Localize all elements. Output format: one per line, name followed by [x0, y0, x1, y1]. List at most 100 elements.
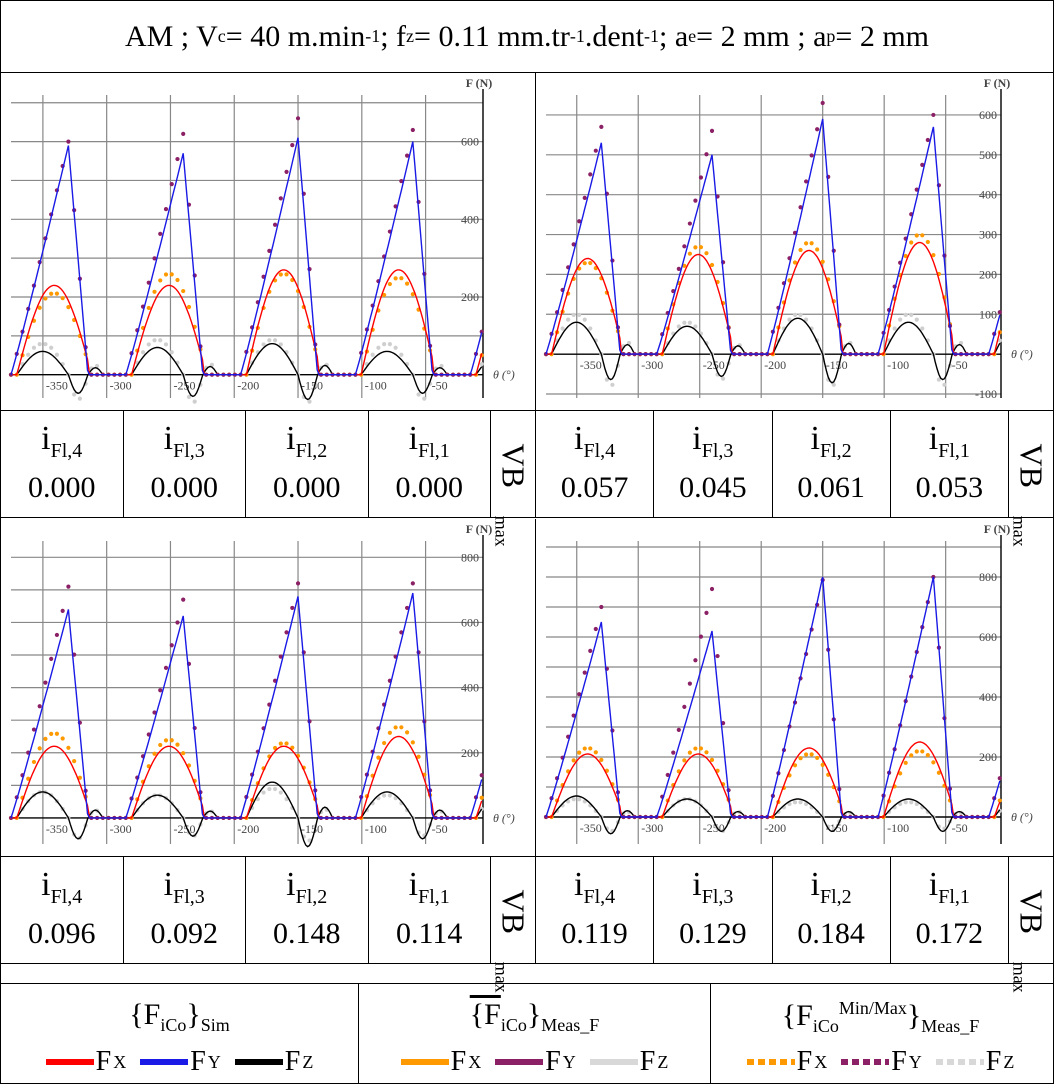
data-point	[925, 239, 930, 245]
flank-name: iFl,3	[654, 865, 771, 917]
data-point	[914, 749, 919, 754]
legend-title: {FiCoMin/Max}Meas_F	[781, 998, 980, 1036]
vb-cell-2: iFl,3 0.092	[124, 857, 246, 963]
data-point	[577, 692, 582, 697]
flank-name: iFl,1	[369, 419, 491, 471]
flank-name: iFl,2	[773, 865, 890, 917]
data-point	[479, 361, 484, 367]
data-point	[393, 725, 398, 730]
data-point	[909, 240, 914, 245]
data-point	[290, 143, 295, 148]
x-tick-label: -300	[110, 822, 132, 836]
data-point	[31, 727, 37, 732]
flank-name: iFl,3	[124, 865, 246, 917]
data-point	[382, 740, 387, 746]
y-tick-label: 200	[979, 750, 997, 764]
data-point	[54, 352, 60, 357]
x-tick-label: -50	[952, 358, 968, 372]
flank-sub: Fl,1	[938, 885, 970, 908]
data-point	[370, 352, 375, 357]
data-point	[175, 156, 180, 162]
chart-panel-2: -100 100 200 300 400 500 600 -350 -300 -250 -200 -1…	[536, 73, 1053, 547]
data-point	[803, 317, 809, 322]
data-point	[820, 100, 825, 106]
data-point	[931, 760, 936, 765]
data-point	[914, 233, 919, 238]
data-point	[709, 757, 715, 762]
x-tick-label: -250	[173, 822, 195, 836]
data-point	[26, 776, 31, 781]
flank-sub: Fl,2	[295, 885, 328, 908]
chart-panel-1: 200 400 600 -350 -300 -250 -200 -150 -100 -50 F (N…	[1, 73, 536, 547]
data-point	[909, 312, 914, 317]
vb-table: iFl,4 0.057 iFl,3 0.045 iFl,2 0.061 iFl,1 0.053…	[536, 410, 1053, 547]
flank-name: iFl,4	[1, 419, 123, 471]
data-point	[169, 643, 174, 648]
data-point	[577, 219, 582, 224]
data-point	[479, 795, 484, 800]
x-tick-label: -250	[703, 821, 725, 835]
flank-main: i	[810, 420, 820, 457]
data-point	[382, 341, 387, 347]
data-point	[704, 152, 709, 157]
data-point	[604, 377, 609, 382]
data-point	[792, 260, 798, 265]
y-tick-label: 300	[979, 228, 997, 242]
y-tick-label: 600	[979, 108, 997, 122]
data-point	[267, 338, 272, 343]
data-point	[709, 586, 715, 592]
data-point	[582, 195, 587, 200]
data-point	[693, 198, 698, 203]
data-point	[399, 276, 404, 281]
x-tick-label: -150	[826, 358, 848, 372]
legend: {FiCo}Sim F X F Y F Z {FiCo}Meas_F F X F Y F Z {FiCoMi…	[1, 983, 1053, 1084]
vb-cell-3: iFl,2 0.184	[773, 857, 891, 963]
data-point	[903, 253, 908, 259]
vb-cell-2: iFl,3 0.129	[654, 857, 773, 963]
x-tick-label: -200	[764, 358, 786, 372]
data-point	[709, 128, 715, 133]
data-point	[698, 746, 704, 751]
x-tick-label: -100	[887, 821, 909, 835]
flank-main: i	[574, 420, 584, 457]
data-point	[599, 604, 604, 610]
data-point	[181, 751, 186, 756]
fy-sim-line	[545, 118, 1001, 355]
data-point	[158, 688, 163, 693]
data-point	[682, 244, 687, 249]
data-point	[399, 725, 404, 730]
data-point	[798, 756, 803, 761]
flank-name: iFl,2	[246, 419, 368, 471]
data-point	[792, 800, 798, 805]
vb-value: 0.096	[28, 916, 96, 950]
data-point	[404, 730, 410, 735]
flank-sub: Fl,2	[820, 885, 852, 908]
data-point	[37, 305, 42, 310]
y-tick-label: 200	[461, 746, 479, 760]
data-point	[820, 762, 825, 767]
x-tick-label: -250	[173, 379, 195, 393]
data-point	[588, 648, 593, 653]
vb-main: VB	[1013, 443, 1050, 488]
data-point	[49, 291, 54, 296]
data-point	[698, 634, 704, 639]
x-tick-label: -350	[580, 358, 602, 372]
data-point	[787, 317, 792, 322]
data-point	[909, 753, 914, 758]
data-point	[931, 253, 936, 258]
x-axis-label: θ (°)	[493, 368, 515, 382]
x-tick-label: -50	[432, 822, 448, 836]
data-point	[925, 137, 930, 143]
flank-main: i	[41, 866, 51, 903]
flank-name: iFl,4	[536, 419, 653, 471]
data-point	[704, 610, 709, 615]
data-point	[920, 162, 925, 167]
legend-group-1: {FiCo}Sim F X F Y F Z	[1, 984, 359, 1084]
data-point	[43, 341, 48, 347]
data-point	[77, 396, 82, 401]
y-axis-label: F (N)	[466, 522, 493, 536]
